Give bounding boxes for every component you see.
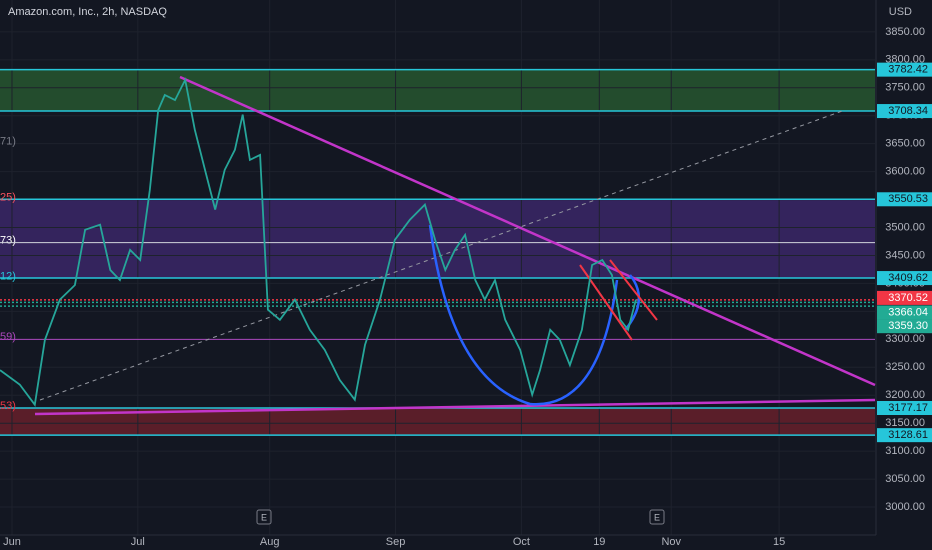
price-label: 3128.61 <box>888 429 928 441</box>
event-icon-label: E <box>261 512 267 522</box>
price-label-box <box>877 192 932 207</box>
event-icon[interactable] <box>649 509 665 525</box>
price-label: 3366.04 <box>888 306 928 318</box>
x-tick-label: Jul <box>131 536 145 548</box>
zone <box>0 69 875 112</box>
fib-label: 53) <box>0 400 16 412</box>
x-tick-label: Sep <box>386 536 406 548</box>
x-tick-label: 19 <box>593 536 605 548</box>
trendline <box>34 398 876 416</box>
time-axis <box>0 535 876 550</box>
event-icon-label: E <box>654 512 660 522</box>
y-tick-label: 3100.00 <box>885 445 925 457</box>
axis-unit: USD <box>889 6 912 18</box>
price-label-box <box>877 62 932 77</box>
channel-line <box>609 259 658 321</box>
y-tick-label: 3250.00 <box>885 361 925 373</box>
price-line <box>0 77 637 407</box>
fib-label: 71) <box>0 136 16 148</box>
price-label-box <box>877 271 932 286</box>
event-icon[interactable] <box>256 509 272 525</box>
chart-title: Amazon.com, Inc., 2h, NASDAQ <box>8 6 167 18</box>
price-label: 3409.62 <box>888 272 928 284</box>
levels: 71) 25) 73) 12) 59) 53) <box>0 68 875 436</box>
y-tick-label: 3750.00 <box>885 82 925 94</box>
y-tick-label: 3050.00 <box>885 473 925 485</box>
x-tick-label: Aug <box>260 536 280 548</box>
series <box>0 77 637 407</box>
x-tick-label: Jun <box>3 536 21 548</box>
cup-arc <box>428 224 619 406</box>
price-label-box <box>877 305 932 320</box>
y-tick-label: 3600.00 <box>885 166 925 178</box>
price-label: 3782.42 <box>888 64 928 76</box>
price-label-box <box>877 319 932 334</box>
x-tick-label: Nov <box>661 536 681 548</box>
price-label: 3550.53 <box>888 193 928 205</box>
price-label-box <box>877 401 932 416</box>
y-tick-label: 3200.00 <box>885 389 925 401</box>
y-tick-label: 3500.00 <box>885 221 925 233</box>
y-tick-label: 3850.00 <box>885 26 925 38</box>
y-tick-label: 3300.00 <box>885 333 925 345</box>
fib-label: 59) <box>0 331 16 343</box>
price-label-box <box>877 290 932 305</box>
y-tick-label: 3650.00 <box>885 138 925 150</box>
grid <box>0 0 875 535</box>
axes: 3000.00 3050.00 3100.00 3150.00 3200.00 3250.… <box>3 26 932 548</box>
fib-label: 12) <box>0 270 16 282</box>
x-tick-label: Oct <box>513 536 530 548</box>
x-tick-label: 15 <box>773 536 785 548</box>
trendline <box>179 75 876 387</box>
y-tick-label: 3000.00 <box>885 501 925 513</box>
channel-line <box>579 264 633 341</box>
trendline <box>39 109 846 401</box>
price-label-box <box>877 104 932 119</box>
drawings <box>34 75 876 416</box>
price-label: 3359.30 <box>888 320 928 332</box>
price-label: 3177.17 <box>888 402 928 414</box>
price-label: 3708.34 <box>888 105 928 117</box>
price-label-box <box>877 428 932 443</box>
y-tick-label: 3450.00 <box>885 249 925 261</box>
price-label: 3370.52 <box>888 292 928 304</box>
fib-label: 25) <box>0 191 16 203</box>
fib-label: 73) <box>0 235 16 247</box>
y-tick-label: 3150.00 <box>885 417 925 429</box>
